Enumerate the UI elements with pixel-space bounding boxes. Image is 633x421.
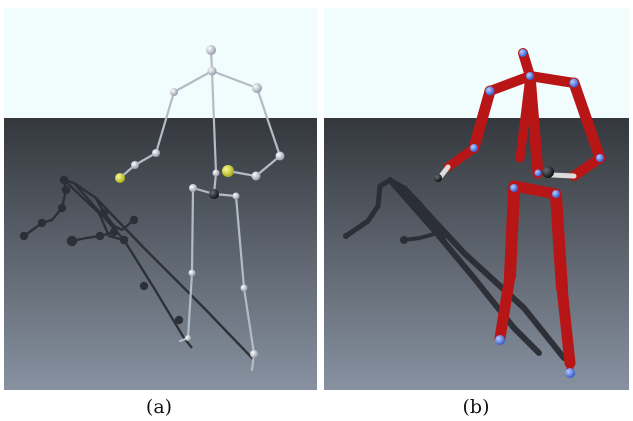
caption-b: (b) bbox=[462, 396, 490, 418]
skinned-joints bbox=[434, 49, 604, 378]
skinned-shadow bbox=[343, 177, 567, 361]
panel-b-skinned-model bbox=[324, 8, 629, 390]
skinned-limbs bbox=[438, 48, 606, 377]
caption-a: (a) bbox=[145, 396, 173, 418]
sky bbox=[4, 8, 317, 118]
skeleton-scene bbox=[4, 8, 317, 390]
panel-a-skeleton bbox=[4, 8, 317, 390]
skeleton-joints bbox=[115, 45, 285, 358]
skinned-scene bbox=[324, 8, 629, 390]
floor bbox=[4, 118, 317, 390]
skeleton-shadow bbox=[19, 175, 255, 361]
floor bbox=[324, 118, 629, 390]
